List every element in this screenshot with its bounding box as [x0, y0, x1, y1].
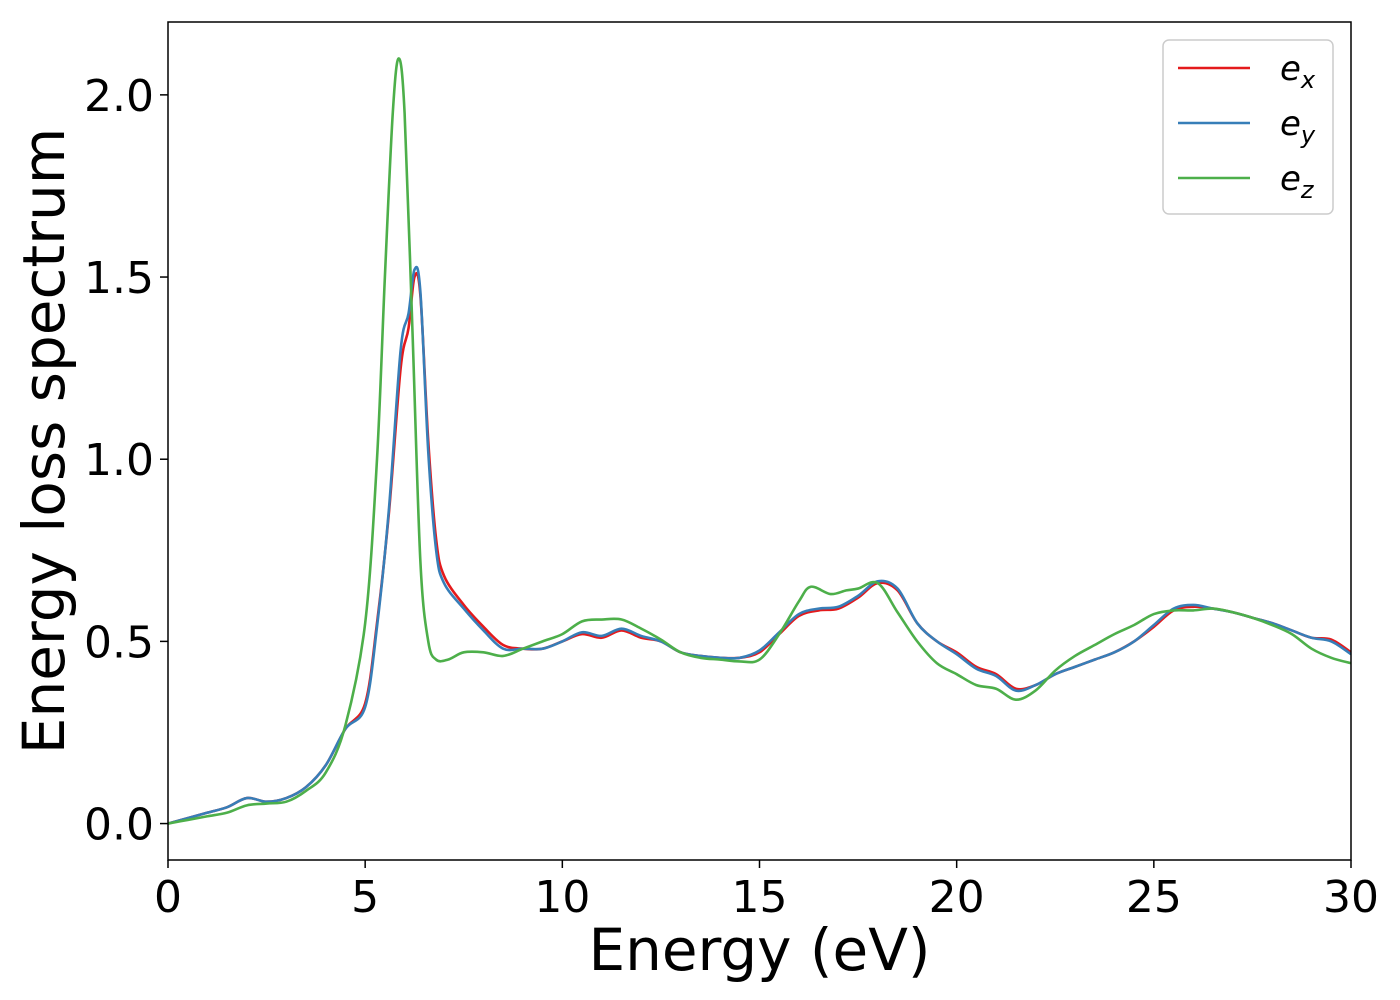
series-line-y — [168, 265, 1351, 825]
x-tick-label: 5 — [351, 872, 379, 923]
legend-label-z: ez — [1280, 159, 1315, 204]
x-axis-label: Energy (eV) — [588, 916, 930, 984]
plot-lines — [168, 57, 1351, 825]
x-tick-label: 20 — [929, 872, 985, 923]
series-line-z — [168, 57, 1351, 825]
y-tick-label: 2.0 — [84, 71, 154, 122]
legend: ex ey ez — [1162, 39, 1334, 215]
x-tick-label: 0 — [154, 872, 182, 923]
x-tick-label: 15 — [732, 872, 788, 923]
x-tick-label: 25 — [1126, 872, 1182, 923]
x-tick-label: 30 — [1323, 872, 1379, 923]
y-axis-ticks: 0.0 0.5 1.0 1.5 2.0 — [84, 71, 168, 851]
legend-box — [1162, 39, 1334, 215]
y-tick-label: 1.0 — [84, 435, 154, 486]
y-axis-label: Energy loss spectrum — [10, 128, 78, 754]
x-tick-label: 10 — [534, 872, 590, 923]
y-tick-label: 0.0 — [84, 800, 154, 851]
legend-label-y: ey — [1280, 104, 1316, 149]
x-axis-ticks: 0 5 10 15 20 25 30 — [154, 860, 1379, 923]
y-tick-label: 0.5 — [84, 617, 154, 668]
legend-label-x: ex — [1280, 49, 1316, 94]
y-tick-label: 1.5 — [84, 253, 154, 304]
